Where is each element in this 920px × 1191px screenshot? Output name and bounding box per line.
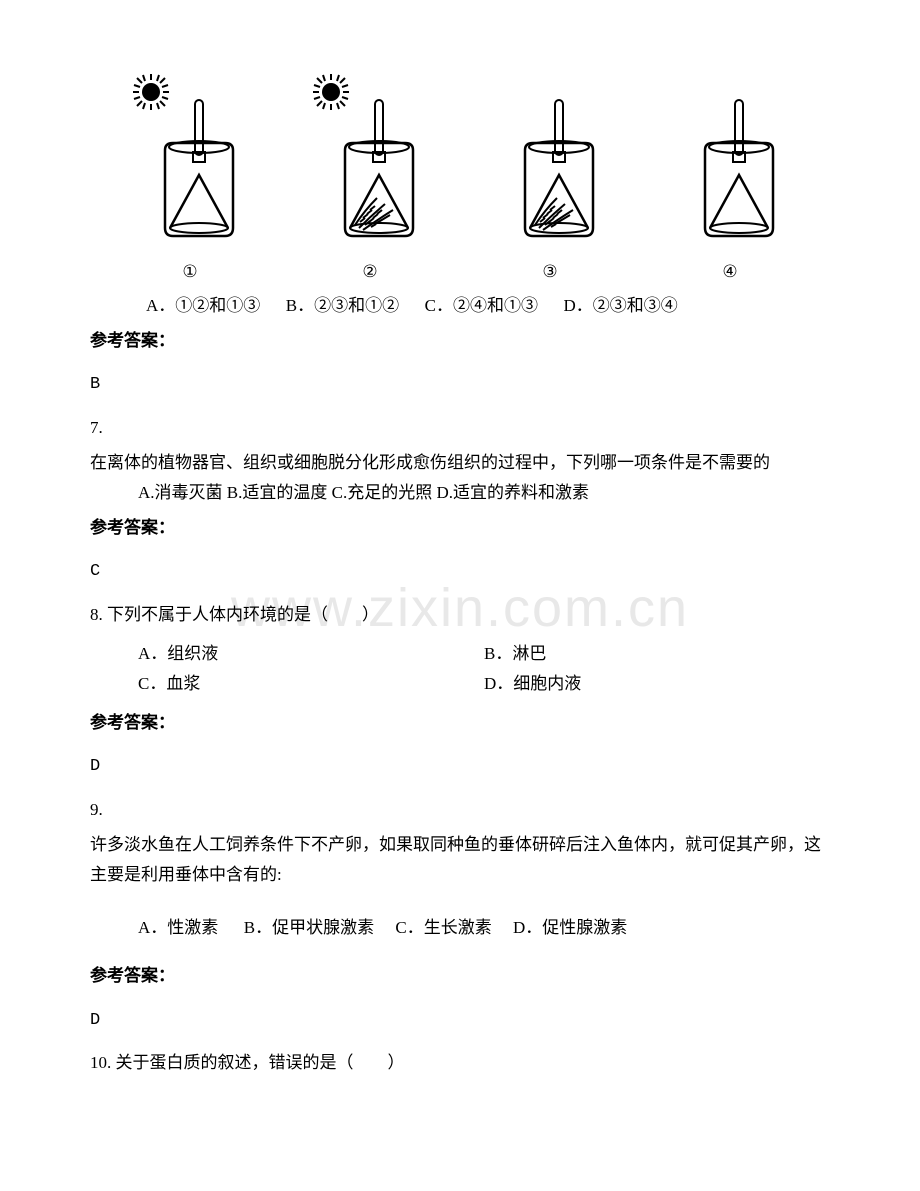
diagram-label: ④: [640, 257, 820, 288]
flask-plant-icon: [485, 70, 615, 240]
answer-label: 参考答案：: [90, 513, 830, 544]
flask-sun-plant-icon: [305, 70, 435, 240]
answer-label: 参考答案：: [90, 326, 830, 357]
q8-choice-c: C．血浆: [138, 669, 484, 700]
q9-choices: A．性激素 B．促甲状腺激素 C．生长激素 D．促性腺激素: [90, 913, 830, 944]
q7-number: 7.: [90, 413, 830, 444]
diagram-row: ①: [90, 70, 830, 291]
diagram-3: ③: [460, 70, 640, 287]
q9-answer: D: [90, 1006, 830, 1037]
answer-label: 参考答案：: [90, 961, 830, 992]
q6-choices: A．①②和①③ B．②③和①② C．②④和①③ D．②③和③④: [90, 291, 830, 322]
q9-number: 9.: [90, 795, 830, 826]
diagram-label: ①: [100, 257, 280, 288]
q8-answer: D: [90, 752, 830, 783]
q8-choice-d: D．细胞内液: [484, 669, 830, 700]
flask-sun-icon: [125, 70, 255, 240]
q9-stem: 许多淡水鱼在人工饲养条件下不产卵，如果取同种鱼的垂体研碎后注入鱼体内，就可促其产…: [90, 830, 830, 891]
diagram-1: ①: [100, 70, 280, 287]
diagram-4: ④: [640, 70, 820, 287]
q8-stem: 下列不属于人体内环境的是（ ）: [107, 605, 379, 624]
q7-answer: C: [90, 557, 830, 588]
diagram-2: ②: [280, 70, 460, 287]
q7-stem: 在离体的植物器官、组织或细胞脱分化形成愈伤组织的过程中，下列哪一项条件是不需要的: [90, 448, 830, 479]
q6-answer: B: [90, 370, 830, 401]
q8-number: 8.: [90, 605, 103, 624]
q8-choice-b: B．淋巴: [484, 639, 830, 670]
q10-number: 10.: [90, 1053, 111, 1072]
q7-choices: A.消毒灭菌 B.适宜的温度 C.充足的光照 D.适宜的养料和激素: [90, 478, 830, 509]
diagram-label: ③: [460, 257, 640, 288]
q10-stem: 关于蛋白质的叙述，错误的是（ ）: [116, 1053, 405, 1072]
flask-icon: [665, 70, 795, 240]
q8-choice-a: A．组织液: [138, 639, 484, 670]
answer-label: 参考答案：: [90, 708, 830, 739]
diagram-label: ②: [280, 257, 460, 288]
